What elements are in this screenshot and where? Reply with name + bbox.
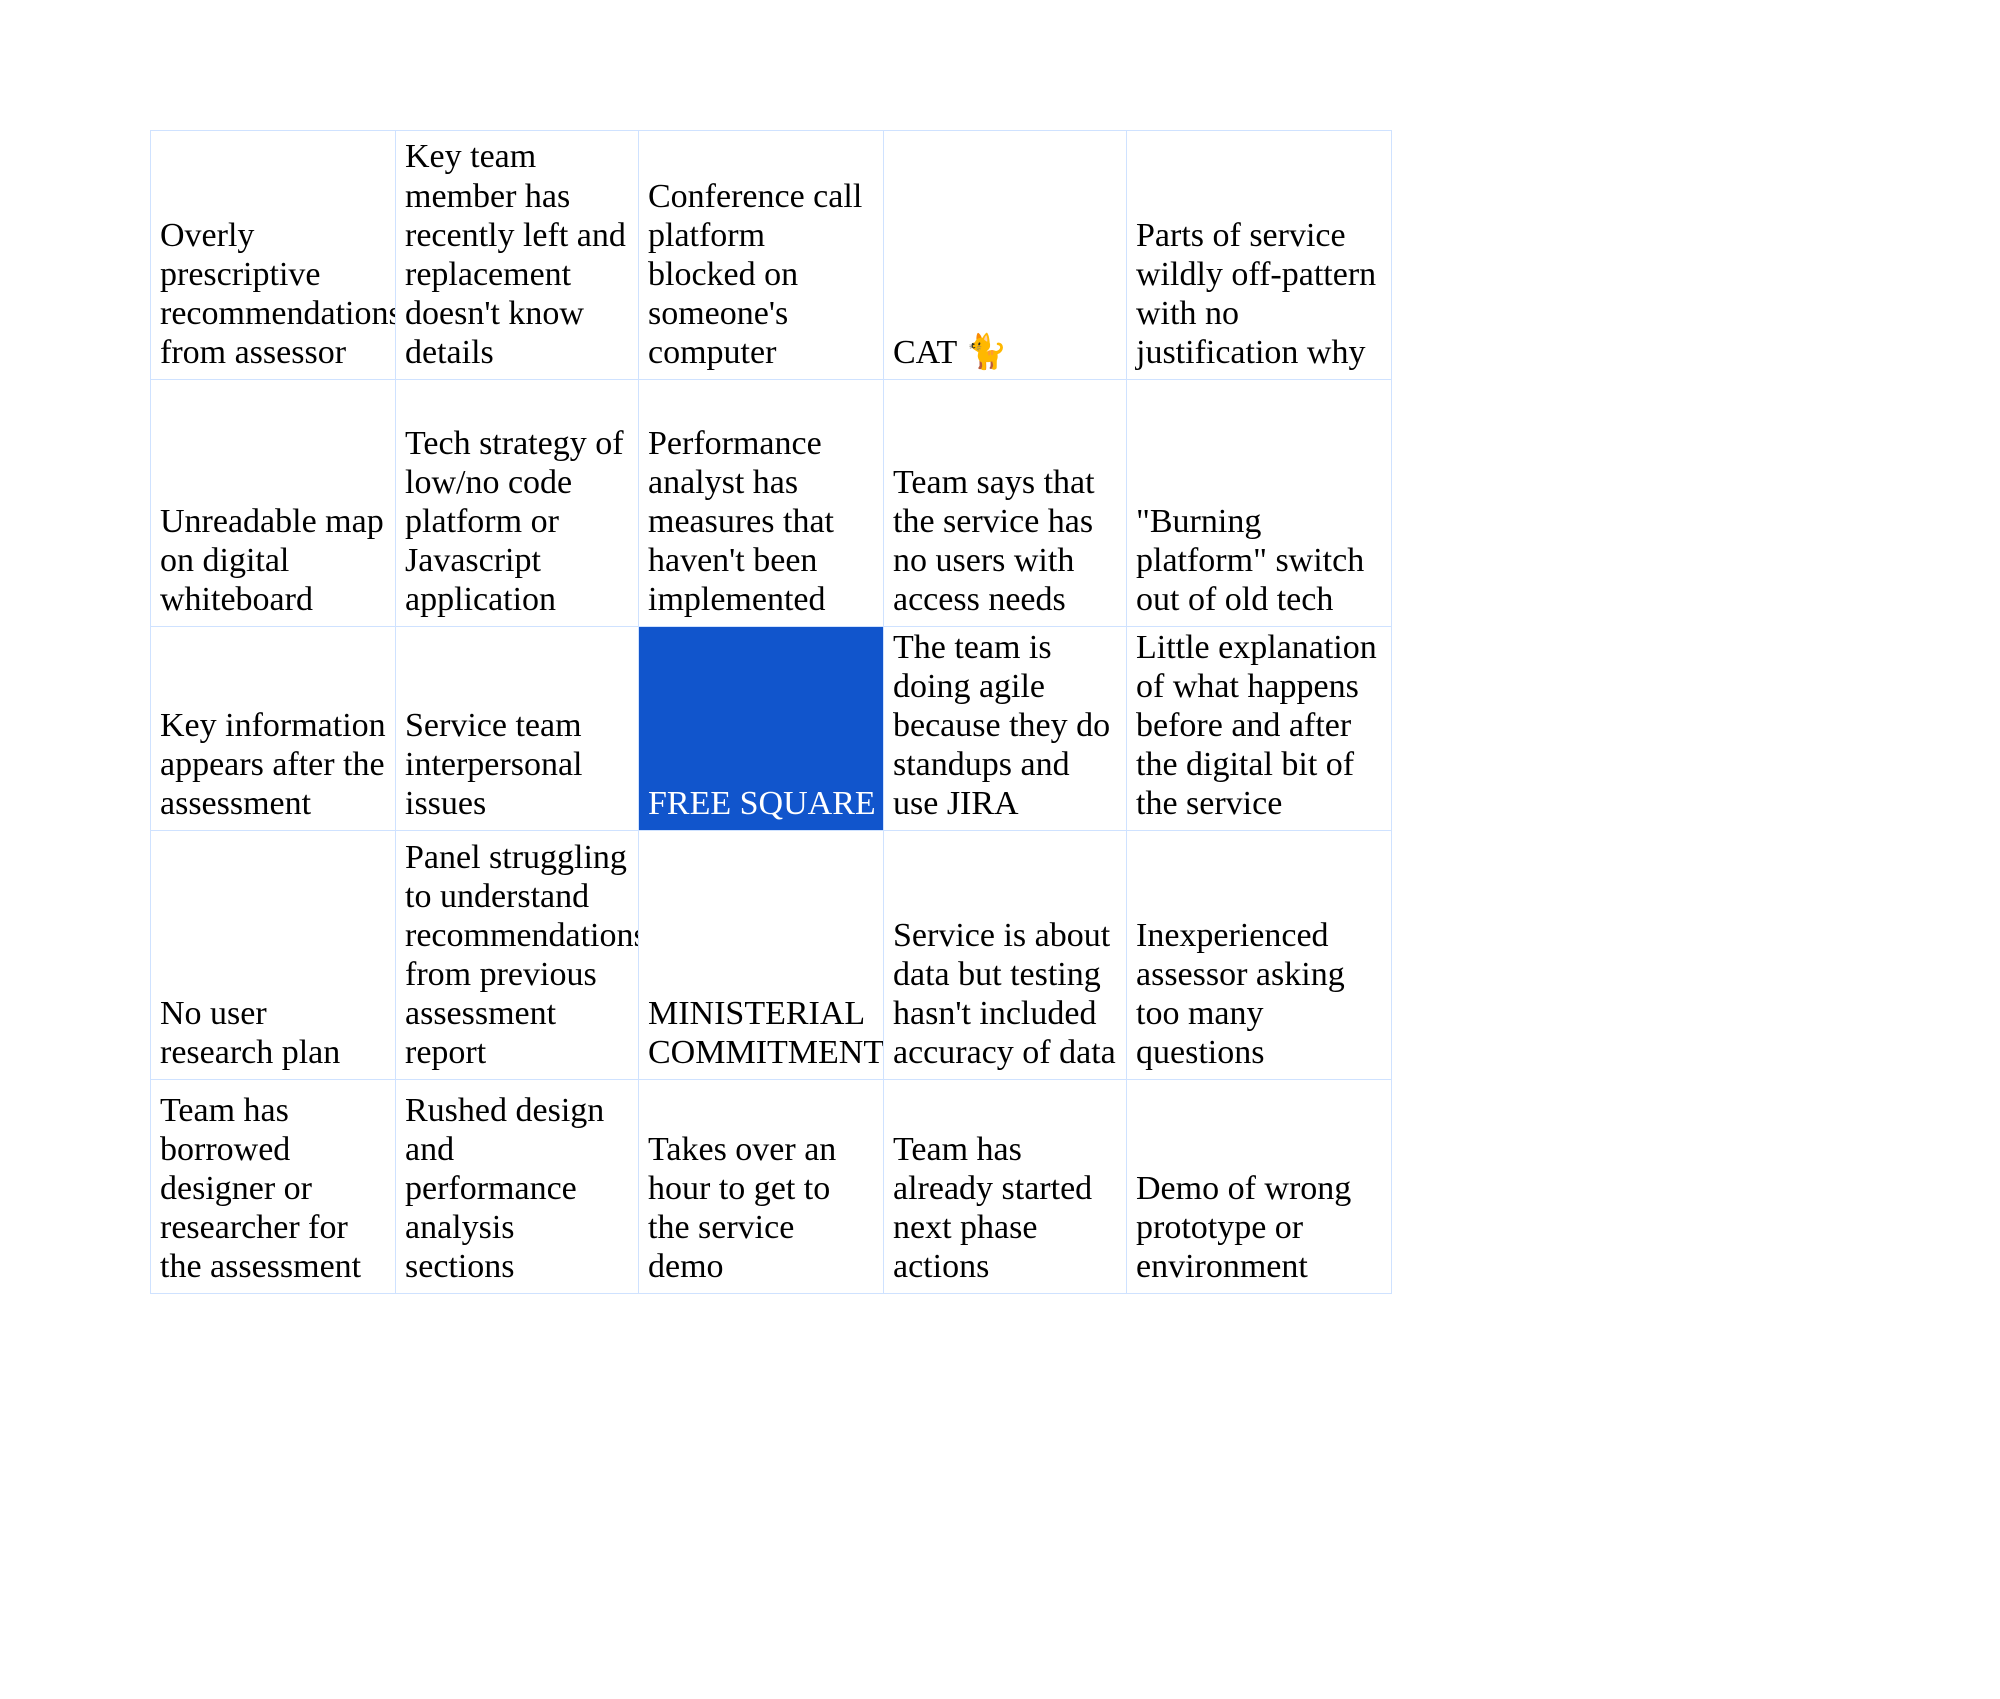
bingo-cell: Key team member has recently left and re… bbox=[396, 131, 639, 380]
bingo-grid: Overly prescriptive recommendations from… bbox=[150, 130, 1392, 1294]
bingo-cell: Inexperienced assessor asking too many q… bbox=[1127, 831, 1392, 1080]
bingo-cell-text: Team says that the service has no users … bbox=[885, 463, 1125, 625]
bingo-row: Team has borrowed designer or researcher… bbox=[151, 1080, 1392, 1294]
bingo-cell-text: Team has already started next phase acti… bbox=[885, 1130, 1125, 1292]
bingo-cell-text: Service team interpersonal issues bbox=[397, 706, 637, 829]
bingo-cell-text: Little explanation of what happens befor… bbox=[1128, 628, 1390, 829]
bingo-cell-text: Takes over an hour to get to the service… bbox=[640, 1130, 882, 1292]
bingo-cell: Rushed design and performance analysis s… bbox=[396, 1080, 639, 1294]
bingo-cell: Unreadable map on digital whiteboard bbox=[151, 380, 396, 627]
bingo-cell: Team has borrowed designer or researcher… bbox=[151, 1080, 396, 1294]
bingo-cell-text: Key team member has recently left and re… bbox=[397, 137, 637, 378]
bingo-cell-text: Key information appears after the assess… bbox=[152, 706, 394, 829]
bingo-cell: Tech strategy of low/no code platform or… bbox=[396, 380, 639, 627]
bingo-row: Key information appears after the assess… bbox=[151, 627, 1392, 831]
bingo-cell-text: The team is doing agile because they do … bbox=[885, 628, 1125, 829]
bingo-cell-text: Unreadable map on digital whiteboard bbox=[152, 502, 394, 625]
bingo-cell-text: Overly prescriptive recommendations from… bbox=[152, 216, 394, 378]
bingo-cell: Takes over an hour to get to the service… bbox=[639, 1080, 884, 1294]
bingo-cell-text: Team has borrowed designer or researcher… bbox=[152, 1091, 394, 1292]
bingo-cell: Parts of service wildly off-pattern with… bbox=[1127, 131, 1392, 380]
bingo-row: Unreadable map on digital whiteboardTech… bbox=[151, 380, 1392, 627]
bingo-cell: Conference call platform blocked on some… bbox=[639, 131, 884, 380]
bingo-grid-body: Overly prescriptive recommendations from… bbox=[151, 131, 1392, 1294]
bingo-cell-text: Panel struggling to understand recommend… bbox=[397, 838, 637, 1079]
page-root: { "grid": { "left_px": 150, "top_px": 13… bbox=[0, 0, 2000, 1699]
bingo-cell-text: No user research plan bbox=[152, 994, 394, 1078]
bingo-cell-text: Conference call platform blocked on some… bbox=[640, 177, 882, 378]
bingo-cell-text: Performance analyst has measures that ha… bbox=[640, 424, 882, 625]
bingo-cell-text: FREE SQUARE bbox=[640, 784, 882, 829]
bingo-cell: Panel struggling to understand recommend… bbox=[396, 831, 639, 1080]
bingo-cell: MINISTERIAL COMMITMENT bbox=[639, 831, 884, 1080]
bingo-cell: Team has already started next phase acti… bbox=[884, 1080, 1127, 1294]
bingo-cell-text: CAT 🐈 bbox=[885, 333, 1125, 378]
bingo-cell: Performance analyst has measures that ha… bbox=[639, 380, 884, 627]
bingo-cell-text: "Burning platform" switch out of old tec… bbox=[1128, 502, 1390, 625]
bingo-cell: Little explanation of what happens befor… bbox=[1127, 627, 1392, 831]
bingo-cell: "Burning platform" switch out of old tec… bbox=[1127, 380, 1392, 627]
bingo-cell-text: MINISTERIAL COMMITMENT bbox=[640, 994, 882, 1078]
bingo-cell-text: Parts of service wildly off-pattern with… bbox=[1128, 216, 1390, 378]
bingo-cell: Key information appears after the assess… bbox=[151, 627, 396, 831]
bingo-cell: The team is doing agile because they do … bbox=[884, 627, 1127, 831]
bingo-cell: CAT 🐈 bbox=[884, 131, 1127, 380]
bingo-cell: Service team interpersonal issues bbox=[396, 627, 639, 831]
bingo-cell: Overly prescriptive recommendations from… bbox=[151, 131, 396, 380]
bingo-cell: No user research plan bbox=[151, 831, 396, 1080]
bingo-cell: Team says that the service has no users … bbox=[884, 380, 1127, 627]
bingo-cell-text: Demo of wrong prototype or environment bbox=[1128, 1169, 1390, 1292]
bingo-cell-text: Tech strategy of low/no code platform or… bbox=[397, 424, 637, 625]
bingo-cell-text: Inexperienced assessor asking too many q… bbox=[1128, 916, 1390, 1078]
bingo-cell-text: Rushed design and performance analysis s… bbox=[397, 1091, 637, 1292]
bingo-row: No user research planPanel struggling to… bbox=[151, 831, 1392, 1080]
bingo-cell-text: Service is about data but testing hasn't… bbox=[885, 916, 1125, 1078]
bingo-row: Overly prescriptive recommendations from… bbox=[151, 131, 1392, 380]
bingo-cell: Service is about data but testing hasn't… bbox=[884, 831, 1127, 1080]
bingo-cell: Demo of wrong prototype or environment bbox=[1127, 1080, 1392, 1294]
bingo-free-square: FREE SQUARE bbox=[639, 627, 884, 831]
